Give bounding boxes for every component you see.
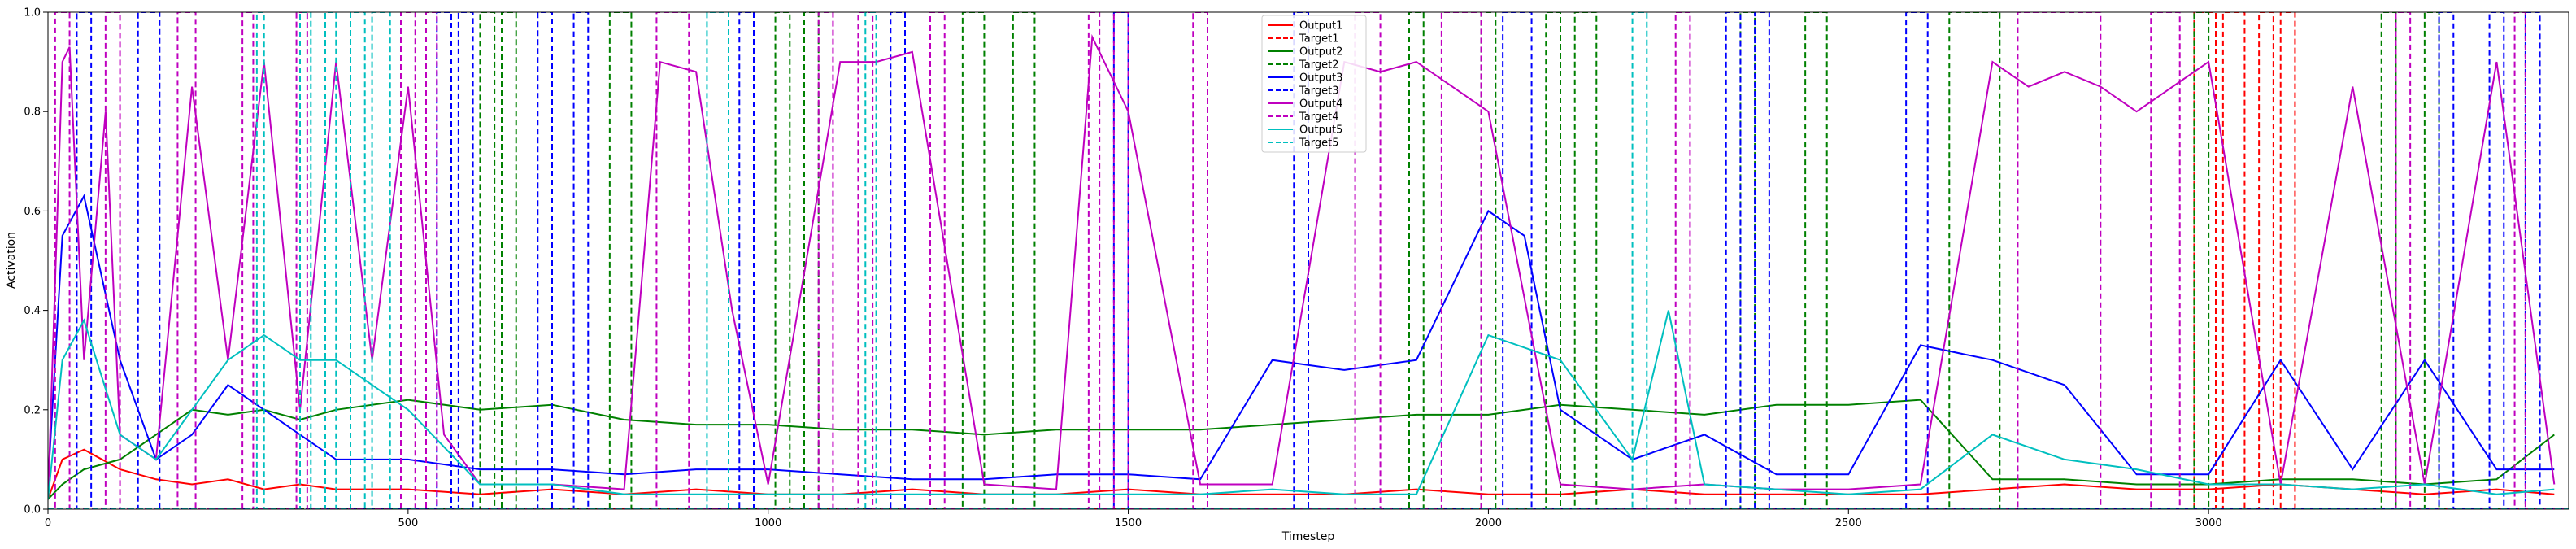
legend-box — [1261, 15, 1367, 153]
y-tick-label: 0.8 — [24, 107, 41, 119]
legend-label-target1: Target1 — [1299, 33, 1339, 46]
y-axis: 0.0 0.2 0.4 0.6 0.8 1.0 — [24, 7, 48, 516]
y-tick-label: 0.6 — [24, 206, 41, 218]
y-tick-label: 0.2 — [24, 404, 41, 416]
legend: Output1Target1Output2Target2Output3Targe… — [1261, 15, 1367, 153]
x-axis: 0 500 1000 1500 2000 2500 3000 — [45, 509, 2222, 529]
legend-label-output4: Output4 — [1299, 98, 1342, 111]
x-tick-label: 2000 — [1475, 517, 1502, 529]
x-tick-label: 500 — [398, 517, 418, 529]
legend-label-target3: Target3 — [1299, 85, 1339, 98]
series-line-output5 — [48, 310, 2555, 499]
x-axis-label: Timestep — [1281, 530, 1335, 543]
legend-label-target5: Target5 — [1299, 137, 1339, 150]
series-line-target5 — [48, 12, 2569, 509]
x-tick-label: 1500 — [1115, 517, 1142, 529]
plot-frame — [47, 11, 2569, 510]
series-line-target3 — [48, 12, 2569, 509]
x-tick-label: 3000 — [2195, 517, 2222, 529]
legend-label-output2: Output2 — [1299, 46, 1342, 59]
series-line-output4 — [48, 33, 2556, 499]
legend-label-target4: Target4 — [1299, 111, 1339, 124]
series-layer — [48, 12, 2569, 509]
y-tick-label: 0.4 — [24, 305, 41, 317]
legend-label-output1: Output1 — [1299, 20, 1342, 33]
x-tick-label: 1000 — [755, 517, 781, 529]
y-tick-label: 1.0 — [24, 7, 41, 20]
y-axis-label: Activation — [5, 232, 18, 289]
legend-label-output3: Output3 — [1299, 72, 1342, 85]
y-tick-label: 0.0 — [24, 504, 41, 516]
x-tick-label: 0 — [45, 517, 51, 529]
x-tick-label: 2500 — [1835, 517, 1862, 529]
series-line-output3 — [48, 194, 2555, 485]
legend-label-output5: Output5 — [1299, 124, 1342, 137]
legend-label-target2: Target2 — [1299, 59, 1339, 72]
